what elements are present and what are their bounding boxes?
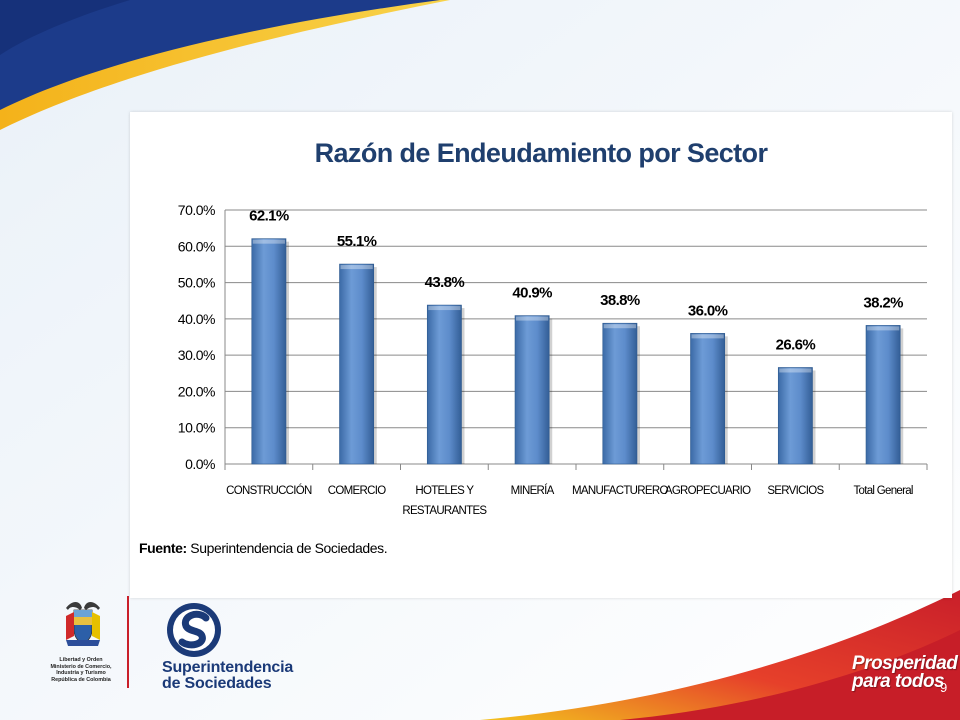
bar-highlight <box>603 324 636 329</box>
ministry-line: República de Colombia <box>51 676 111 683</box>
y-tick-label: 30.0% <box>178 347 215 363</box>
bar-highlight <box>340 265 373 270</box>
x-tick-label: Total General <box>853 485 912 497</box>
y-tick-label: 50.0% <box>178 275 215 291</box>
x-tick-label: HOTELES Y <box>415 485 474 497</box>
y-tick-label: 40.0% <box>178 311 215 327</box>
x-tick-label: MANUFACTURERO <box>572 485 668 497</box>
x-tick-label: AGROPECUARIO <box>665 485 751 497</box>
source-label: Fuente: <box>139 540 187 556</box>
bar-highlight <box>516 316 549 321</box>
data-label: 38.8% <box>600 292 640 309</box>
y-tick-label: 20.0% <box>178 383 215 399</box>
bar <box>602 322 638 465</box>
data-label: 43.8% <box>425 274 465 291</box>
y-tick-label: 70.0% <box>178 202 215 218</box>
bar-highlight <box>779 368 812 373</box>
bar <box>690 333 726 465</box>
bar <box>426 304 462 465</box>
x-tick-label: COMERCIO <box>328 485 386 497</box>
bar <box>777 367 813 465</box>
ministry-text: Libertad y Orden Ministerio de Comercio,… <box>38 657 124 683</box>
y-tick-label: 60.0% <box>178 238 215 254</box>
bar-highlight <box>691 334 724 339</box>
chart-title: Razón de Endeudamiento por Sector <box>314 138 768 168</box>
bar <box>865 325 901 465</box>
bar <box>514 315 550 465</box>
bar <box>251 238 287 465</box>
data-label: 36.0% <box>688 302 728 319</box>
y-tick-label: 10.0% <box>178 420 215 436</box>
prosperidad-line1: Prosperidad <box>852 653 958 674</box>
ministry-line: Libertad y Orden <box>59 657 103 663</box>
logos-area <box>66 596 221 688</box>
prosperidad-logo: Prosperidad para todos <box>852 653 958 692</box>
bar-chart: 0.0% 10.0% 20.0% 30.0% 40.0% 50.0% 60.0% 70.0% 6… <box>178 202 928 517</box>
supersociedades-line2: de Sociedades <box>162 675 272 692</box>
x-tick-label: MINERÍA <box>511 484 555 497</box>
data-label: 62.1% <box>249 208 289 225</box>
x-tick-label: CONSTRUCCIÓN <box>226 484 312 497</box>
ministry-line: Industria y Turismo <box>56 670 106 677</box>
source-note: Fuente: Superintendencia de Sociedades. <box>139 540 388 556</box>
coat-of-arms-icon <box>66 602 100 646</box>
data-label: 40.9% <box>512 285 552 302</box>
supersociedades-name: Superintendencia de Sociedades <box>162 660 293 692</box>
data-label: 38.2% <box>863 294 903 311</box>
source-text: Superintendencia de Sociedades. <box>186 540 388 556</box>
ministry-line: Ministerio de Comercio, <box>50 663 112 670</box>
data-label: 55.1% <box>337 233 377 250</box>
prosperidad-line2: para todos <box>852 671 945 692</box>
x-tick-label: RESTAURANTES <box>402 505 487 517</box>
bar-highlight <box>867 326 900 331</box>
supersociedades-line1: Superintendencia <box>162 659 294 676</box>
supersociedades-logo-icon <box>167 603 221 657</box>
page-number: 9 <box>940 680 948 695</box>
chart-panel: Razón de Endeudamiento por Sector 0.0% 10… <box>130 112 952 598</box>
bar <box>339 263 375 465</box>
x-tick-label: SERVICIOS <box>767 485 824 497</box>
bar-highlight <box>252 239 285 244</box>
data-label: 26.6% <box>776 336 816 353</box>
y-tick-label: 0.0% <box>185 456 215 472</box>
bar-highlight <box>428 306 461 311</box>
